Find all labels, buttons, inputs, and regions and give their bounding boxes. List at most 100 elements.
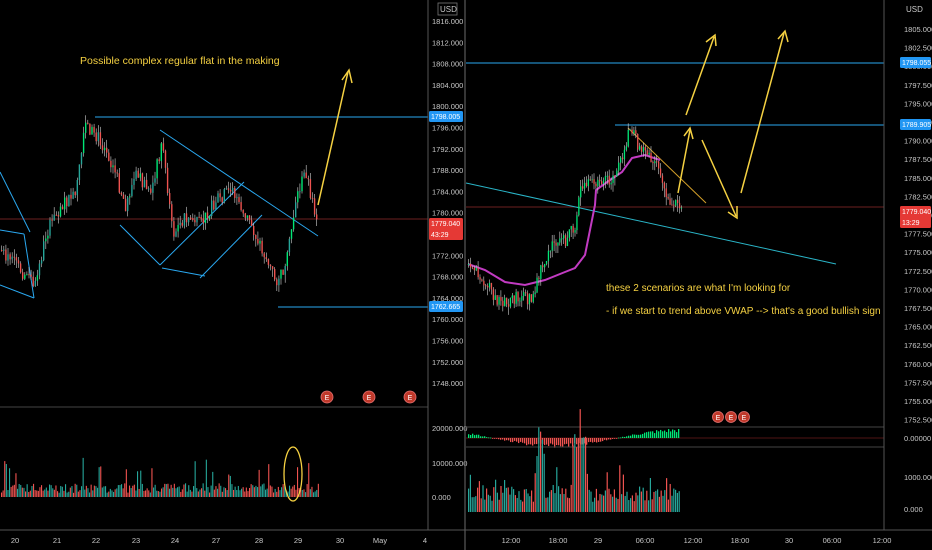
left-currency-box[interactable] — [437, 2, 458, 16]
left-candle-body — [244, 213, 246, 218]
right-volume-bar — [606, 472, 608, 512]
right-vwap-line[interactable] — [467, 153, 661, 287]
right-volume-bar — [540, 431, 542, 512]
right-descending-trendline[interactable] — [465, 182, 837, 265]
right-osc-bar — [468, 434, 470, 438]
left-volume-bar — [37, 490, 39, 497]
left-candle-body — [288, 238, 291, 253]
left-candle-body — [87, 122, 89, 124]
right-candle-body — [481, 279, 483, 281]
right-osc-bar — [558, 438, 560, 446]
left-volume-bar — [194, 461, 196, 497]
left-volume-bar — [33, 483, 35, 497]
left-candle-body — [198, 216, 200, 218]
right-time-axis[interactable]: 12:00 18:00 29 06:00 12:00 18:00 30 06:00 12:00 — [502, 536, 892, 545]
left-candle-body — [38, 263, 41, 276]
left-candle-body — [297, 191, 299, 203]
left-candle-body — [22, 272, 24, 279]
left-volume-bar — [116, 488, 118, 497]
left-candle-body — [261, 240, 263, 254]
right-volume-tick: 1000.000 — [904, 473, 932, 482]
left-event-badge[interactable] — [320, 390, 334, 404]
right-candle-body — [517, 292, 519, 302]
right-volume-bar — [622, 474, 624, 512]
right-osc-bar — [650, 431, 652, 438]
right-candle-body — [528, 294, 531, 305]
left-candle-body — [3, 249, 5, 251]
right-candle-body — [620, 157, 622, 163]
right-osc-bar — [612, 438, 614, 439]
left-projection-arrow[interactable] — [317, 68, 353, 206]
right-candle-body — [678, 202, 681, 208]
left-volume-bar — [213, 489, 215, 497]
right-candle-body — [525, 292, 527, 294]
left-event-badge[interactable] — [403, 390, 417, 404]
right-candle-body — [545, 260, 548, 265]
left-volume-bar — [18, 483, 20, 497]
right-chart[interactable]: these 2 scenarios are what I'm looking f… — [465, 0, 932, 545]
left-candle-body — [80, 153, 83, 165]
right-price-tag-label: 1779.040 — [902, 209, 931, 216]
right-event-badge[interactable] — [712, 411, 724, 423]
right-scenario-arrows[interactable] — [677, 29, 789, 220]
left-volume-bar — [90, 484, 92, 497]
left-candle-body — [271, 266, 274, 270]
right-volume-bar — [660, 490, 662, 512]
right-time-tick: 06:00 — [823, 536, 842, 545]
right-osc-bar — [572, 438, 574, 447]
left-volume-highlight[interactable] — [283, 446, 303, 502]
right-osc-bar — [512, 438, 514, 443]
right-osc-bar — [528, 438, 530, 445]
right-candle-body — [652, 162, 654, 164]
right-osc-bar — [524, 438, 526, 444]
left-candle-body — [30, 274, 32, 277]
left-time-tick: 30 — [336, 536, 344, 545]
left-candle-body — [59, 206, 62, 217]
right-volume-bar — [502, 492, 504, 512]
left-candle-body — [133, 178, 135, 185]
right-candle-body — [490, 282, 493, 290]
right-osc-bar — [638, 434, 640, 438]
right-volume-bar — [592, 501, 594, 512]
right-volume-bar — [669, 483, 671, 512]
right-volume-bar — [640, 491, 642, 512]
left-volume-bar — [221, 491, 223, 497]
left-candle-body — [200, 216, 202, 219]
left-price-tick: 1800.000 — [432, 102, 463, 111]
left-chart[interactable]: Possible complex regular flat in the mak… — [0, 0, 467, 545]
right-osc-bar — [514, 438, 516, 441]
right-osc-bar — [642, 433, 644, 438]
left-candle-body — [13, 256, 15, 258]
right-short-trendline[interactable] — [627, 127, 707, 204]
right-osc-bar — [672, 429, 674, 438]
right-price-tick: 1805.000 — [904, 25, 932, 34]
left-time-axis[interactable]: 20 21 22 23 24 27 28 29 30 May 4 — [11, 536, 427, 545]
right-candle-body — [627, 129, 629, 147]
right-osc-bar — [594, 438, 596, 442]
left-candle-body — [305, 172, 307, 179]
right-volume-bar — [563, 494, 565, 512]
right-event-badge[interactable] — [725, 411, 737, 423]
left-volume-bar — [117, 485, 119, 497]
right-osc-bar — [526, 438, 528, 446]
left-volume-bar — [25, 491, 27, 497]
left-candle-body — [11, 256, 13, 260]
right-osc-bar — [474, 435, 476, 438]
right-volume-bar — [577, 438, 579, 512]
right-candle-body — [654, 161, 656, 164]
right-osc-bar — [644, 432, 646, 438]
right-candle-body — [618, 162, 620, 171]
right-volume-bar — [615, 497, 617, 512]
right-price-tick: 1787.500 — [904, 155, 932, 164]
right-osc-bar — [648, 431, 650, 438]
right-event-badge[interactable] — [738, 411, 750, 423]
left-volume-bar — [52, 488, 54, 497]
left-event-badge[interactable] — [362, 390, 376, 404]
right-candle-body — [504, 297, 506, 307]
left-candle-body — [137, 170, 139, 178]
right-volume-bar — [471, 497, 473, 512]
right-candle-body — [648, 152, 650, 155]
